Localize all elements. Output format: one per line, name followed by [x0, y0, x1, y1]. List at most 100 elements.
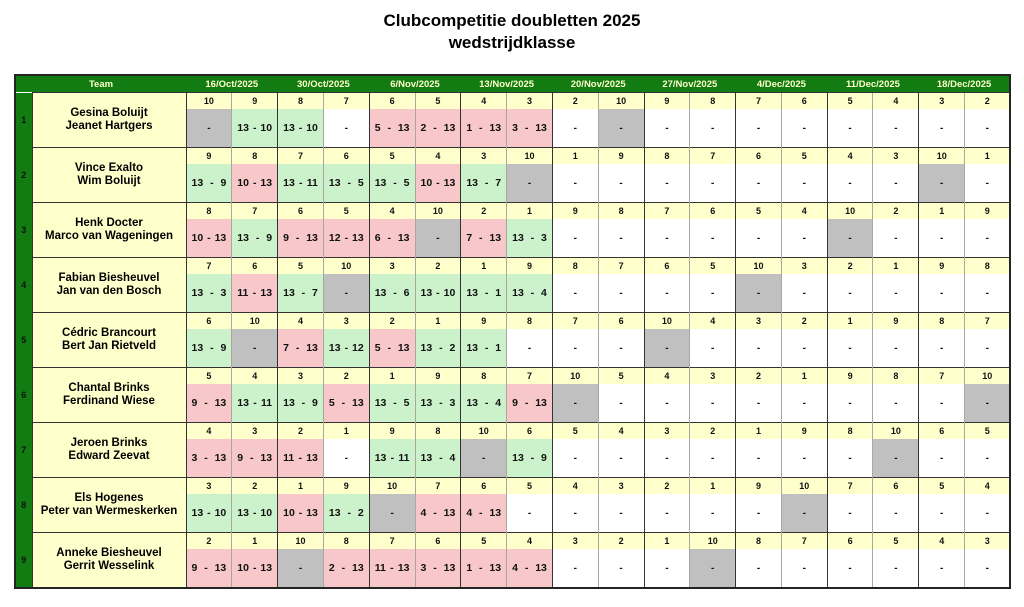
unplayed-marker: - [894, 122, 898, 134]
score-cell: - [368, 494, 416, 533]
unplayed-marker: - [619, 177, 623, 189]
score-cell: - [185, 109, 232, 148]
score-value: 13-7 [279, 274, 323, 312]
unplayed-marker: - [985, 232, 989, 244]
score-left: 13 [283, 287, 295, 299]
unplayed-marker: - [619, 507, 623, 519]
opponent-cell: 6 [735, 147, 782, 164]
score-right: 5 [403, 177, 410, 189]
date-header-8: 11/Dec/2025 [827, 75, 919, 93]
score-left: 12 [328, 232, 341, 244]
unplayed-marker: - [802, 232, 806, 244]
opponent-cell: 7 [322, 92, 370, 109]
date-header-1: 16/Oct/2025 [186, 75, 278, 93]
score-right: 1 [495, 342, 502, 354]
score-cell: 5-13 [368, 109, 416, 148]
score-left: 10 [191, 232, 204, 244]
score-right: 12 [352, 342, 364, 354]
unplayed-marker: - [802, 177, 806, 189]
team-players: Anneke Biesheuvel Gerrit Wesselink [31, 532, 187, 588]
score-cell: 11-13 [368, 549, 416, 588]
opponent-cell: 9 [231, 92, 278, 109]
score-value: 12-13 [324, 219, 368, 257]
score-cell: - [643, 384, 690, 423]
score-dash: - [347, 177, 351, 189]
player-name: Cédric Brancourt [62, 327, 156, 339]
opponent-cell: 1 [368, 367, 416, 384]
unplayed-marker: - [573, 342, 577, 354]
score-cell: 13-9 [231, 219, 278, 258]
score-cell: - [597, 384, 644, 423]
opponent-cell: 7 [597, 257, 644, 274]
date-header-4: 13/Nov/2025 [460, 75, 553, 93]
score-cell: - [735, 274, 782, 313]
score-left: 13 [283, 177, 295, 189]
date-header-9: 18/Dec/2025 [918, 75, 1011, 93]
score-cell: - [826, 219, 873, 258]
opponent-cell: 2 [414, 257, 461, 274]
team-row-5-scores: 13-9-7-13 13-12 5-13 13-2 13-1- - - - - - - - - - - [15, 329, 1011, 368]
score-dash: - [301, 287, 306, 299]
bye-marker: - [573, 397, 577, 409]
score-left: 10 [237, 177, 249, 189]
score-left: 11 [237, 287, 249, 299]
score-left: 13 [237, 507, 249, 519]
opponent-cell: 9 [368, 422, 416, 439]
score-cell: - [918, 549, 965, 588]
score-left: 13 [191, 507, 204, 519]
opponent-cell: 7 [368, 532, 416, 549]
unplayed-marker: - [619, 562, 623, 574]
score-value: 10-13 [187, 219, 231, 257]
unplayed-marker: - [940, 452, 944, 464]
score-cell: 11-13 [231, 274, 278, 313]
score-cell: - [826, 329, 873, 368]
opponent-cell: 3 [780, 257, 828, 274]
unplayed-marker: - [802, 562, 806, 574]
score-cell: 9-13 [185, 549, 232, 588]
opponent-cell: 7 [689, 147, 736, 164]
score-cell: - [597, 494, 644, 533]
bye-marker: - [894, 452, 898, 464]
team-row-4-opponents: 4 Fabian Biesheuvel Jan van den Bosch 7 6 5 10… [15, 257, 1011, 313]
score-cell: 13-11 [277, 164, 324, 203]
score-left: 11 [283, 452, 295, 464]
opponent-cell: 1 [964, 147, 1011, 164]
unplayed-marker: - [894, 562, 898, 574]
score-value: 13-2 [324, 494, 368, 532]
score-left: 13 [328, 507, 341, 519]
unplayed-marker: - [711, 507, 715, 519]
opponent-cell: 3 [597, 477, 644, 494]
score-cell: 13-4 [460, 384, 507, 423]
page-title: Clubcompetitie doubletten 2025 wedstrijd… [0, 10, 1024, 54]
score-cell: - [551, 384, 599, 423]
unplayed-marker: - [848, 122, 852, 134]
opponent-cell: 2 [322, 367, 370, 384]
score-value: 5-13 [370, 109, 414, 147]
score-dash: - [344, 232, 349, 244]
score-value: 13-11 [370, 439, 414, 477]
player-name: Gesina Boluijt [70, 107, 148, 119]
score-right: 7 [495, 177, 502, 189]
opponent-cell: 9 [185, 147, 232, 164]
opponent-cell: 2 [277, 422, 324, 439]
unplayed-marker: - [711, 232, 715, 244]
score-value: 9-13 [279, 219, 323, 257]
score-cell: - [826, 109, 873, 148]
score-cell: - [918, 494, 965, 533]
unplayed-marker: - [665, 177, 669, 189]
opponent-cell: 8 [414, 422, 461, 439]
score-right: 6 [403, 287, 410, 299]
score-left: 13 [283, 397, 295, 409]
opponent-cell: 2 [460, 202, 507, 219]
score-cell: - [826, 164, 873, 203]
score-cell: 10-13 [414, 164, 461, 203]
score-value: 13-11 [233, 384, 277, 422]
unplayed-marker: - [665, 122, 669, 134]
score-right: 13 [260, 452, 273, 464]
opponent-cell: 10 [185, 92, 232, 109]
player-name: Peter van Wermeskerken [40, 505, 178, 517]
score-value: 13-5 [370, 384, 414, 422]
score-cell: - [643, 439, 690, 478]
score-left: 13 [283, 122, 295, 134]
unplayed-marker: - [802, 122, 806, 134]
